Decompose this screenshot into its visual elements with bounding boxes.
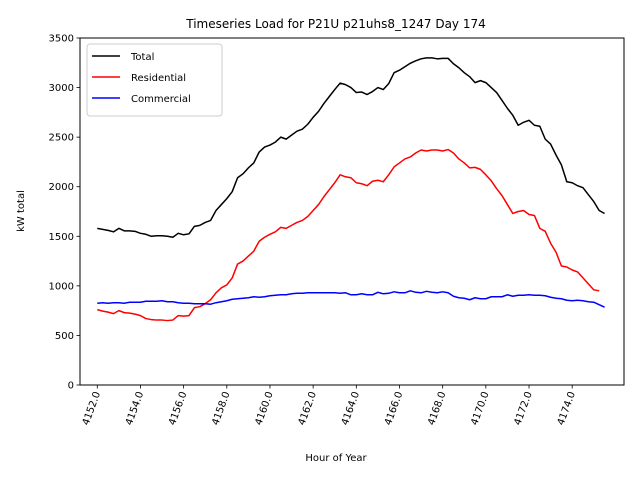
x-axis: 4152.0 4154.0 4156.0 4158.0 4160.0 4162.0 4164… (81, 385, 578, 427)
x-tick-label: 4156.0 (167, 390, 189, 427)
series-line-commercial (97, 290, 605, 308)
y-tick-label: 1500 (49, 232, 74, 243)
series-line-total (97, 57, 605, 239)
plot-frame (79, 37, 625, 386)
x-tick-label: 4160.0 (253, 390, 275, 427)
legend-label-commercial: Commercial (131, 94, 191, 105)
plot-lines (97, 57, 605, 322)
y-tick-label: 1000 (49, 281, 74, 292)
x-tick-label: 4166.0 (383, 390, 405, 427)
y-tick-label: 3000 (49, 83, 74, 94)
x-tick-label: 4174.0 (556, 390, 578, 427)
x-tick-label: 4162.0 (297, 390, 319, 427)
y-tick-label: 500 (55, 331, 74, 342)
y-tick-label: 3500 (49, 34, 74, 45)
legend-label-total: Total (130, 52, 154, 63)
x-tick-label: 4170.0 (469, 390, 491, 427)
legend: Total Residential Commercial (86, 43, 223, 117)
x-tick-label: 4158.0 (210, 390, 232, 427)
x-axis-title: Hour of Year (305, 453, 367, 464)
y-tick-label: 2500 (49, 133, 74, 144)
legend-box (86, 43, 223, 117)
y-tick-label: 0 (68, 381, 74, 392)
legend-label-residential: Residential (131, 73, 186, 84)
x-tick-label: 4152.0 (81, 390, 103, 427)
series-line-residential (97, 148, 600, 322)
x-tick-label: 4154.0 (124, 390, 146, 427)
chart-title: Timeseries Load for P21U p21uhs8_1247 Da… (185, 17, 486, 31)
y-axis: 0 500 1000 1500 2000 2500 3000 3500 (49, 34, 80, 392)
y-axis-title: kW total (16, 190, 27, 232)
y-tick-label: 2000 (49, 182, 74, 193)
x-tick-label: 4172.0 (513, 390, 535, 427)
x-tick-label: 4164.0 (340, 390, 362, 427)
x-tick-label: 4168.0 (426, 390, 448, 427)
